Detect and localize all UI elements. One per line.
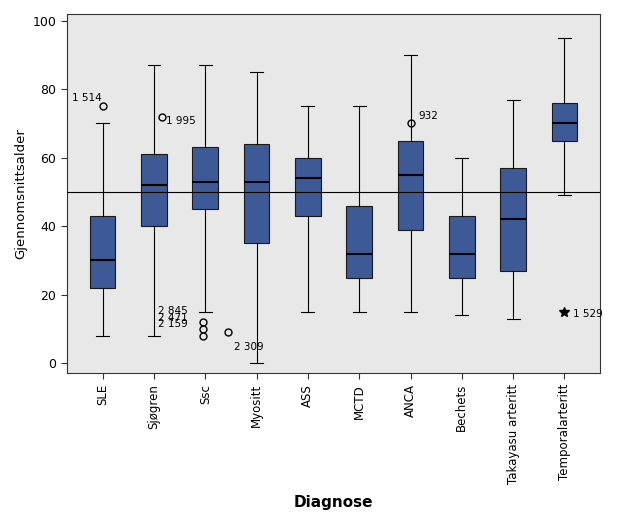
PathPatch shape — [500, 168, 526, 271]
Text: 1 529: 1 529 — [573, 309, 603, 319]
Text: 1 995: 1 995 — [166, 116, 195, 126]
PathPatch shape — [552, 103, 577, 140]
PathPatch shape — [244, 144, 270, 243]
PathPatch shape — [449, 216, 475, 278]
PathPatch shape — [141, 154, 167, 226]
Text: 2 845: 2 845 — [158, 306, 188, 316]
Text: 2 309: 2 309 — [234, 342, 264, 353]
Text: 2 471: 2 471 — [158, 313, 188, 323]
PathPatch shape — [192, 147, 218, 209]
PathPatch shape — [90, 216, 115, 288]
Text: 1 514: 1 514 — [72, 93, 102, 103]
Y-axis label: Gjennomsnittsalder: Gjennomsnittsalder — [14, 128, 27, 259]
Text: 932: 932 — [419, 111, 439, 121]
PathPatch shape — [397, 140, 423, 230]
PathPatch shape — [347, 205, 372, 278]
PathPatch shape — [295, 158, 321, 216]
X-axis label: Diagnose: Diagnose — [294, 495, 373, 510]
Text: 2 159: 2 159 — [158, 320, 188, 330]
